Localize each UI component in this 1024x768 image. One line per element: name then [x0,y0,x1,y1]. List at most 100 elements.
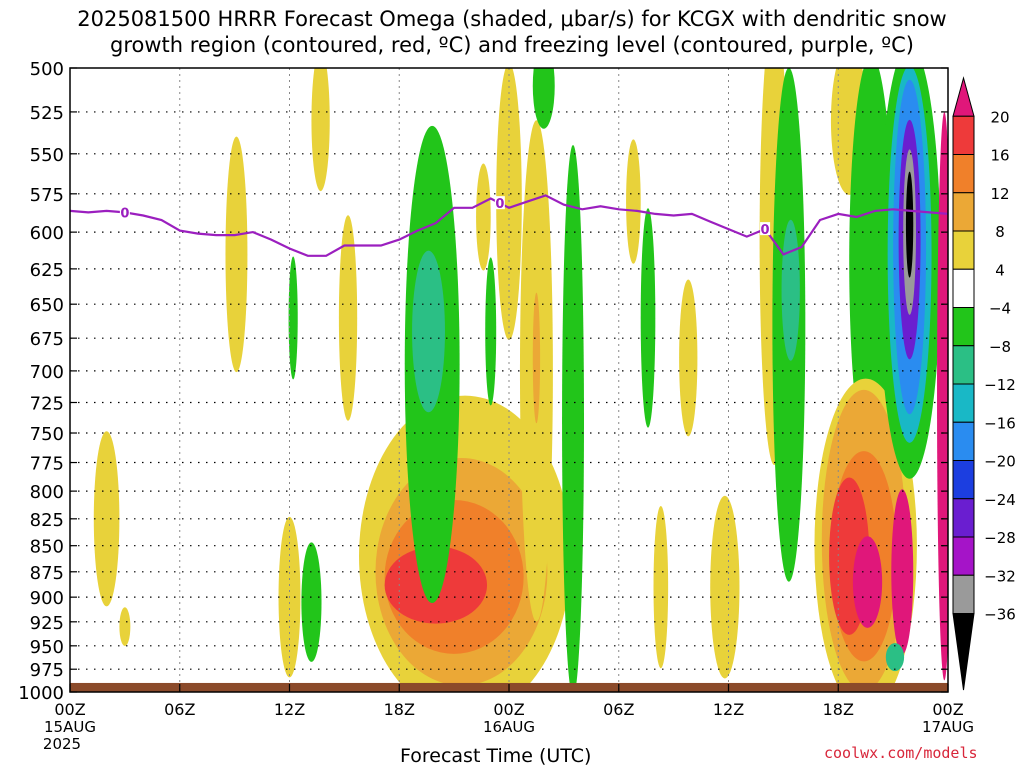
omega-region [626,139,641,264]
y-tick-label: 600 [30,223,64,244]
omega-region [338,215,358,421]
x-axis-title: Forecast Time (UTC) [400,745,592,767]
x-tick-year-label: 2025 [43,735,81,753]
colorbar-swatch [952,154,975,194]
y-tick-label: 650 [30,295,64,316]
x-tick-label: 00Z [932,700,963,719]
omega-region [710,495,740,679]
colorbar-swatch [952,268,975,308]
omega-region [311,68,330,192]
x-tick-label: 18Z [384,700,415,719]
y-tick-label: 575 [30,185,64,206]
omega-region [225,136,248,373]
colorbar-label: 16 [990,147,1009,165]
colorbar-label: −36 [984,606,1016,624]
freezing-level-label: 0 [495,197,504,212]
colorbar-label: −24 [984,491,1016,509]
colorbar-label: −20 [984,453,1016,471]
colorbar-label: −4 [989,300,1011,318]
colorbar-swatch [952,536,975,576]
colorbar-swatch [952,498,975,538]
colorbar-label: 8 [995,223,1005,241]
chart-title: 2025081500 HRRR Forecast Omega (shaded, … [0,6,1024,58]
colorbar-swatch [952,115,975,155]
freezing-level-label-bg [119,205,130,219]
colorbar-swatch [952,192,975,232]
colorbar-swatch [952,345,975,385]
colorbar-swatch [952,307,975,347]
y-tick-label: 875 [30,563,64,584]
colorbar-swatch [952,574,975,614]
y-tick-label: 950 [30,637,64,658]
y-tick-label: 700 [30,362,64,383]
omega-region [679,279,698,437]
omega-region [93,431,120,607]
omega-region [937,112,948,681]
omega-region [412,250,445,413]
x-tick-label: 00Z [54,700,85,719]
colorbar-label: −16 [984,414,1016,432]
omega-region [532,292,541,424]
y-tick-label: 1000 [18,683,64,704]
source-credit: coolwx.com/models [824,744,978,762]
y-tick-label: 725 [30,393,64,414]
x-tick-date-label: 17AUG [922,718,974,736]
omega-shading [70,68,948,692]
colorbar-swatch [952,460,975,500]
y-tick-label: 850 [30,537,64,558]
colorbar-label: −28 [984,529,1016,547]
colorbar-swatch [952,421,975,461]
freezing-level-label: 0 [120,206,129,221]
freezing-level-line [69,194,949,257]
colorbar-label: −32 [984,567,1016,585]
y-tick-label: 900 [30,588,64,609]
y-tick-label: 525 [30,103,64,124]
y-tick-label: 825 [30,510,64,531]
omega-region [485,257,497,406]
colorbar-label: 20 [990,108,1009,126]
freezing-level-label-bg [494,196,505,210]
x-tick-label: 06Z [603,700,634,719]
omega-region [653,505,669,669]
x-tick-label: 12Z [713,700,744,719]
omega-region [640,208,656,428]
omega-region [119,607,131,647]
x-tick-label: 18Z [823,700,854,719]
y-tick-label: 675 [30,329,64,350]
omega-region [532,68,555,129]
x-tick-label: 06Z [164,700,195,719]
y-tick-label: 750 [30,424,64,445]
omega-region [885,643,905,672]
colorbar-swatch [952,76,975,117]
freezing-level-label: 0 [761,223,770,238]
omega-region [301,542,322,662]
colorbar-swatch [952,383,975,423]
colorbar-swatch [952,613,975,691]
y-tick-label: 800 [30,482,64,503]
y-tick-label: 500 [30,59,64,80]
colorbar-label: −12 [984,376,1016,394]
chart-title-line1: 2025081500 HRRR Forecast Omega (shaded, … [77,7,947,31]
omega-region [905,171,914,278]
x-tick-date-label: 15AUG [44,718,96,736]
chart-title-line2: growth region (contoured, red, ºC) and f… [110,33,914,57]
colorbar-label: 4 [995,261,1005,279]
freezing-level-label-bg [760,222,771,236]
freezing-level-contour: 0 0 0 [69,194,949,257]
colorbar-label: 12 [990,185,1009,203]
omega-region [562,145,584,692]
y-tick-label: 925 [30,613,64,634]
y-tick-label: 625 [30,260,64,281]
x-tick-label: 00Z [493,700,524,719]
y-tick-label: 975 [30,660,64,681]
omega-region [496,68,522,340]
omega-region [781,219,800,361]
omega-region [476,163,491,271]
colorbar-swatch [952,230,975,270]
y-axis: 500 525 550 575 600 625 650 675 700 725 750 775 800 8… [18,59,948,704]
omega-region [288,256,298,380]
y-tick-label: 775 [30,454,64,475]
grid-lines [70,68,948,692]
